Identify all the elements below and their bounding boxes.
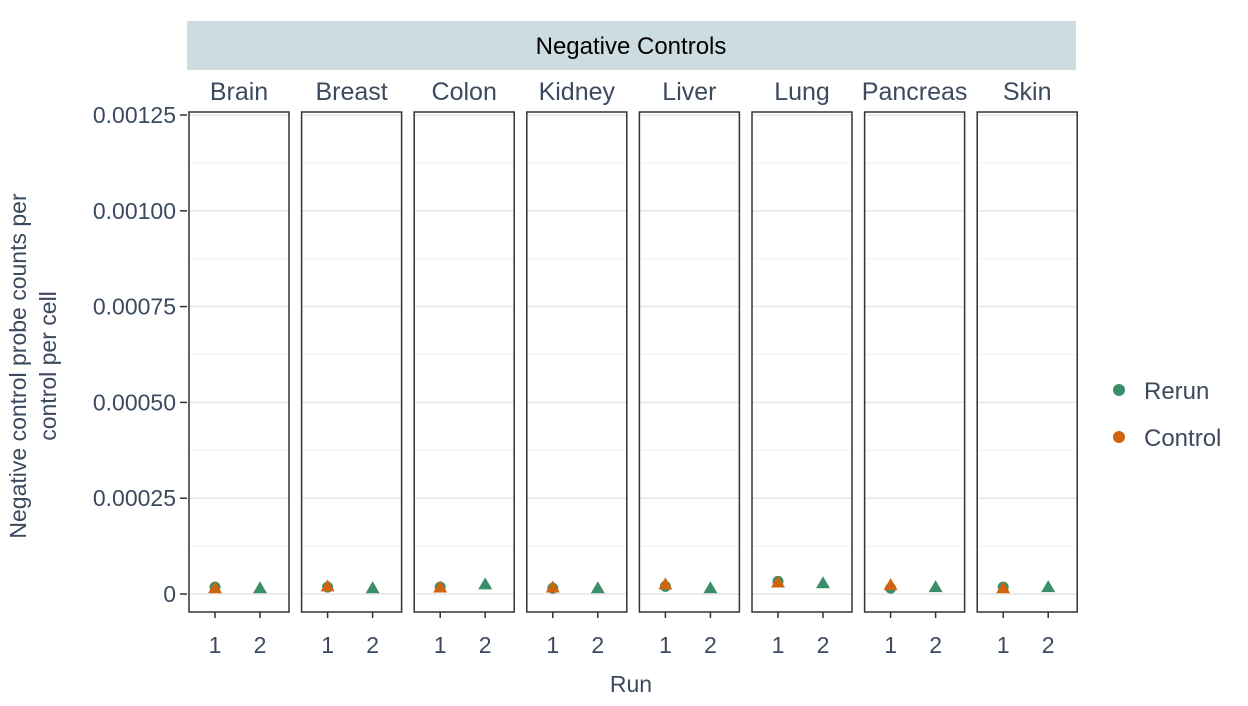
facet-label: Colon (432, 78, 497, 106)
rerun-point (928, 580, 943, 593)
panel-background (864, 112, 965, 612)
facet-colon: Colon 1 2 (413, 78, 515, 658)
x-tick-label: 2 (479, 632, 492, 658)
x-tick-label: 2 (366, 632, 379, 658)
x-tick-label: 1 (321, 632, 334, 658)
x-tick-label: 2 (591, 632, 604, 658)
panel-border (976, 111, 1078, 613)
facet-label: Breast (315, 78, 387, 106)
x-tick-label: 1 (546, 632, 559, 658)
y-tick-label: 0.00025 (93, 485, 176, 511)
rerun-point (1041, 580, 1056, 593)
panel-background (189, 112, 289, 612)
rerun-point (816, 576, 830, 589)
y-tick-label: 0.00075 (93, 294, 176, 320)
x-tick-label: 2 (929, 632, 942, 658)
control-point (208, 581, 222, 594)
panel-background (977, 112, 1078, 612)
facet-kidney: Kidney 1 2 (526, 78, 628, 658)
control-point (996, 581, 1011, 594)
facet-pancreas: Pancreas 1 2 (862, 78, 968, 658)
facet-brain: Brain 1 2 (188, 78, 290, 658)
panel-background (526, 112, 627, 612)
x-tick-label: 1 (434, 632, 447, 658)
rerun-point (365, 581, 380, 594)
x-axis-title: Run (610, 671, 652, 697)
panel-border (300, 111, 403, 613)
y-axis: 0 0.00025 0.00050 0.00075 0.00100 0.00125 (93, 102, 187, 607)
y-tick-label: 0 (163, 581, 176, 607)
legend-label-control: Control (1144, 425, 1221, 452)
panel-border (526, 111, 628, 613)
chart-title: Negative Controls (536, 33, 727, 60)
y-axis-title-line-2: control per cell (35, 291, 61, 441)
facet-skin: Skin 1 2 (976, 78, 1078, 658)
control-point (883, 578, 898, 591)
facet-label: Brain (210, 78, 268, 106)
panel-border (863, 111, 966, 613)
y-tick-label: 0.00125 (93, 102, 176, 128)
legend: Rerun Control (1113, 378, 1221, 452)
y-axis-title-line-1: Negative control probe counts per (5, 193, 31, 539)
panel-border (751, 111, 853, 613)
x-tick-label: 1 (659, 632, 672, 658)
facet-label: Skin (1003, 78, 1052, 106)
x-tick-label: 1 (772, 632, 785, 658)
x-tick-label: 1 (884, 632, 897, 658)
legend-label-rerun: Rerun (1144, 378, 1209, 405)
x-tick-label: 2 (254, 632, 267, 658)
panel-border (188, 111, 290, 613)
legend-marker-rerun (1113, 384, 1125, 396)
panel-background (414, 112, 515, 612)
control-point (545, 580, 560, 593)
control-point (320, 579, 335, 592)
y-tick-label: 0.00050 (93, 389, 176, 415)
facet-label: Lung (774, 78, 830, 106)
panel-border (413, 111, 515, 613)
panel-border (638, 111, 741, 613)
control-point (433, 580, 448, 593)
title-strip (187, 21, 1076, 70)
facet-liver: Liver 1 2 (638, 78, 741, 658)
rerun-point (253, 581, 267, 594)
x-tick-label: 1 (997, 632, 1010, 658)
x-tick-label: 2 (817, 632, 830, 658)
y-tick-label: 0.00100 (93, 198, 176, 224)
panel-background (752, 112, 852, 612)
rerun-point (478, 577, 493, 590)
facet-label: Pancreas (862, 78, 968, 106)
control-point (658, 577, 673, 590)
facet-lung: Lung 1 2 (751, 78, 853, 658)
panel-background (639, 112, 740, 612)
legend-marker-control (1113, 431, 1125, 443)
x-tick-label: 1 (209, 632, 222, 658)
panel-background (301, 112, 402, 612)
control-point (771, 575, 785, 588)
rerun-point (703, 581, 718, 594)
x-tick-label: 2 (1042, 632, 1055, 658)
facet-breast: Breast 1 2 (300, 78, 403, 658)
facet-label: Kidney (539, 78, 616, 106)
x-tick-label: 2 (704, 632, 717, 658)
facet-label: Liver (662, 78, 716, 106)
rerun-point (590, 581, 605, 594)
